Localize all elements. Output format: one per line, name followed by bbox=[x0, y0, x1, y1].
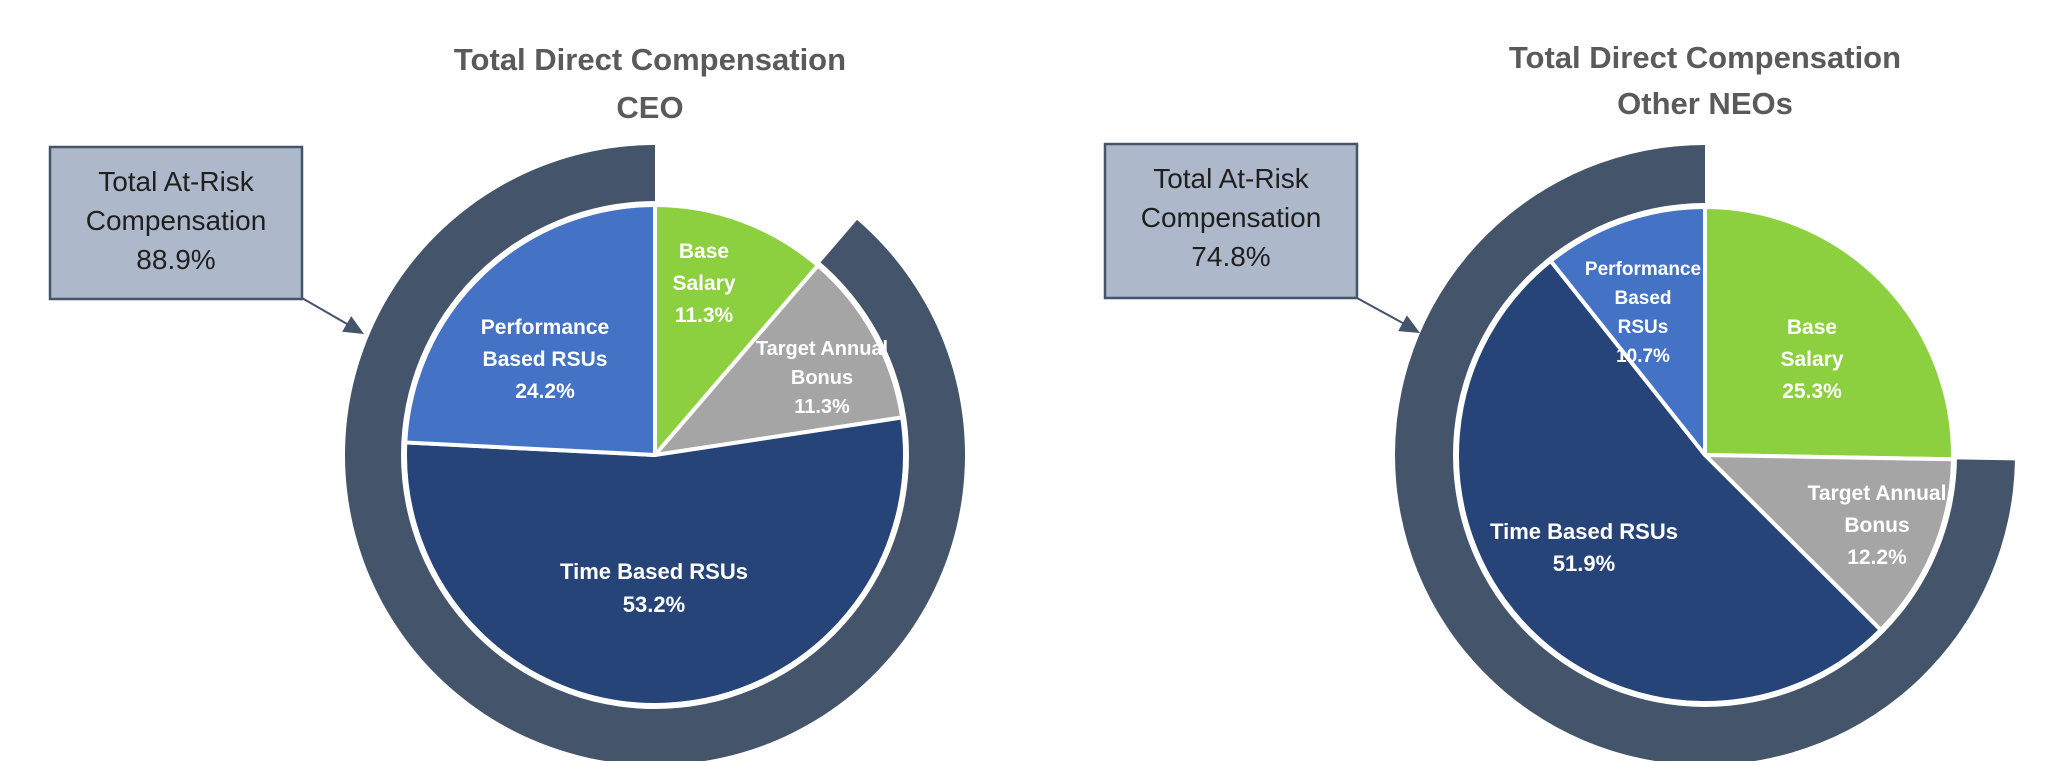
slice-label: Target Annual Bonus 11.3% bbox=[756, 338, 888, 418]
callout-box bbox=[1103, 142, 1359, 300]
slice-label: Performance Based RSUs 24.2% bbox=[481, 316, 609, 403]
slice-label: Time Based RSUs 51.9% bbox=[1490, 519, 1678, 576]
chart-title: Total Direct Compensation CEO bbox=[454, 42, 846, 125]
callout-arrow-head bbox=[342, 316, 364, 334]
slice-label: Base Salary 11.3% bbox=[672, 240, 735, 327]
slice-label: Target Annual Bonus 12.2% bbox=[1808, 482, 1947, 569]
pie-slice bbox=[1703, 205, 1955, 462]
callout-arrow-line bbox=[301, 297, 355, 329]
callout-text: Total At-Risk Compensation 74.8% bbox=[1141, 163, 1322, 272]
callout-arrow-line bbox=[1356, 297, 1411, 328]
pie-slice bbox=[653, 203, 820, 457]
callout-text: Total At-Risk Compensation 88.9% bbox=[86, 166, 267, 275]
pie-slice bbox=[1703, 453, 1955, 632]
pie-chart-0: Base Salary 11.3% Target Annual Bonus 11.3% Ti… bbox=[48, 42, 965, 766]
pie-slice bbox=[1454, 258, 1883, 706]
slice-label: Base Salary 25.3% bbox=[1780, 316, 1843, 403]
slice-label: Time Based RSUs 53.2% bbox=[560, 559, 748, 617]
pie-slice bbox=[403, 415, 907, 708]
pie-slice bbox=[403, 203, 657, 457]
pie-slice bbox=[653, 263, 905, 457]
pie-slice bbox=[1548, 205, 1707, 457]
slice-label: Performance Based RSUs 10.7% bbox=[1585, 259, 1701, 367]
pie-chart-1: Base Salary 25.3% Target Annual Bonus 12.2% Ti… bbox=[1103, 40, 2015, 765]
chart-title: Total Direct Compensation Other NEOs bbox=[1509, 40, 1901, 121]
callout-box bbox=[48, 145, 304, 301]
callout-arrow-head bbox=[1398, 315, 1420, 333]
